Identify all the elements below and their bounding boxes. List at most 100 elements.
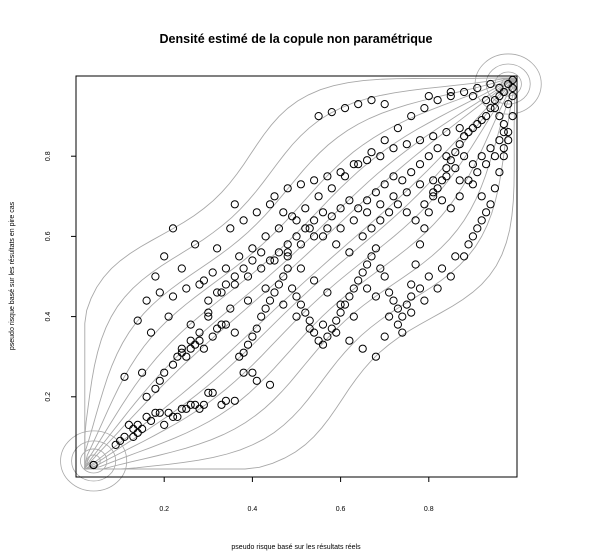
y-tick-label-2: 0.4 (45, 312, 52, 322)
data-point-130 (367, 148, 376, 157)
data-point-246 (495, 168, 504, 177)
data-point-216 (177, 264, 186, 273)
data-point-40 (182, 352, 191, 361)
data-point-39 (177, 348, 186, 357)
data-point-235 (380, 332, 389, 341)
data-point-75 (345, 292, 354, 301)
data-point-123 (274, 224, 283, 233)
data-point-312 (455, 192, 464, 201)
data-point-113 (142, 296, 151, 305)
data-point-29 (221, 396, 230, 405)
data-point-141 (314, 112, 323, 121)
data-point-290 (142, 392, 151, 401)
data-point-163 (363, 156, 372, 165)
data-point-249 (499, 128, 508, 137)
data-point-78 (358, 268, 367, 277)
data-point-16 (160, 420, 169, 429)
data-point-289 (151, 384, 160, 393)
data-point-138 (473, 83, 482, 93)
data-point-43 (195, 336, 204, 345)
data-point-218 (151, 272, 160, 281)
data-point-275 (274, 248, 283, 257)
data-point-86 (393, 304, 402, 313)
data-point-55 (257, 312, 266, 321)
data-point-215 (230, 200, 239, 209)
data-point-157 (283, 184, 292, 193)
data-point-224 (226, 304, 235, 313)
data-point-146 (380, 100, 389, 109)
data-point-114 (155, 288, 164, 297)
data-point-91 (415, 240, 425, 249)
data-point-44 (199, 344, 208, 353)
data-point-297 (323, 288, 332, 297)
data-point-15 (155, 408, 164, 417)
data-point-160 (323, 172, 332, 181)
data-point-169 (442, 128, 451, 137)
data-point-219 (133, 316, 142, 325)
data-point-66 (305, 316, 314, 325)
data-point-212 (168, 224, 178, 233)
data-point-253 (468, 160, 477, 169)
contour-line-3 (84, 77, 516, 469)
data-point-143 (340, 104, 350, 113)
data-point-319 (508, 112, 517, 121)
data-point-139 (486, 79, 495, 89)
corner-contour-2-3 (485, 63, 531, 105)
contour-line-14 (84, 78, 516, 470)
data-point-164 (376, 152, 385, 161)
data-point-196 (292, 216, 301, 225)
data-point-132 (393, 124, 402, 133)
data-point-207 (283, 248, 292, 257)
contour-line-2 (84, 77, 516, 470)
data-point-161 (336, 168, 345, 177)
data-point-269 (327, 212, 336, 221)
data-point-25 (199, 400, 208, 409)
data-point-32 (248, 368, 257, 377)
data-point-179 (442, 172, 451, 181)
data-point-211 (160, 252, 169, 261)
data-point-165 (389, 144, 398, 153)
data-point-99 (451, 148, 460, 157)
data-point-293 (385, 312, 394, 321)
data-point-193 (252, 208, 261, 217)
data-point-54 (252, 324, 261, 333)
data-point-51 (239, 348, 248, 357)
data-point-94 (429, 192, 438, 201)
data-point-167 (415, 136, 425, 145)
data-point-178 (429, 176, 438, 185)
data-point-265 (363, 196, 372, 205)
data-point-97 (442, 164, 451, 173)
contour-line-1 (84, 77, 516, 469)
data-point-133 (407, 112, 416, 121)
data-point-127 (327, 184, 336, 193)
data-point-307 (411, 216, 420, 225)
data-point-309 (429, 188, 438, 197)
data-point-37 (155, 376, 164, 385)
data-point-205 (257, 264, 266, 273)
data-point-176 (402, 188, 411, 197)
data-point-286 (177, 344, 186, 353)
data-point-199 (332, 240, 341, 249)
data-point-81 (371, 244, 380, 253)
data-point-77 (354, 276, 363, 285)
data-point-268 (336, 204, 345, 213)
data-point-134 (420, 104, 429, 113)
data-point-49 (230, 328, 239, 337)
data-point-202 (217, 288, 226, 297)
data-point-58 (270, 288, 279, 297)
data-point-118 (208, 268, 217, 277)
x-tick-label-3: 0.6 (336, 506, 346, 513)
data-point-149 (468, 92, 477, 101)
data-point-31 (239, 368, 248, 377)
data-point-52 (243, 340, 253, 349)
data-point-158 (296, 180, 305, 189)
data-point-154 (504, 100, 513, 109)
data-point-311 (446, 204, 455, 213)
data-point-264 (371, 188, 380, 197)
contour-line-12 (84, 77, 516, 470)
data-point-198 (318, 232, 328, 241)
data-point-316 (490, 152, 499, 161)
data-point-281 (221, 280, 230, 289)
data-point-288 (160, 368, 169, 377)
data-point-294 (398, 328, 407, 337)
